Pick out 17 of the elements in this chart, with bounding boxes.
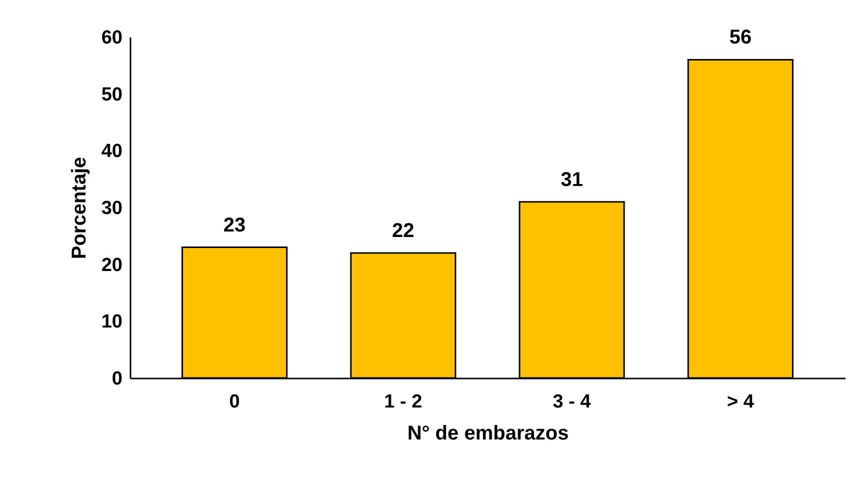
y-axis-title: Porcentaje (68, 156, 90, 260)
x-tick-label: 3 - 4 (552, 392, 592, 412)
x-tick-label: 0 (229, 392, 240, 412)
x-tick-label: 1 - 2 (384, 392, 422, 412)
y-tick-label: 40 (101, 141, 122, 162)
data-label: 31 (560, 168, 583, 191)
y-tick-label: 10 (101, 312, 122, 333)
data-label: 23 (223, 214, 246, 236)
y-tick-label: 30 (101, 198, 122, 219)
y-tick-label: 50 (101, 84, 122, 106)
y-tick-label: 60 (101, 28, 122, 48)
y-tick-label: 20 (101, 254, 122, 276)
y-tick-label: 0 (112, 368, 122, 390)
x-tick-label: > 4 (726, 392, 754, 412)
x-axis-title: N° de embarazos (407, 422, 569, 444)
data-label: 56 (729, 26, 752, 49)
data-label: 22 (392, 220, 414, 242)
